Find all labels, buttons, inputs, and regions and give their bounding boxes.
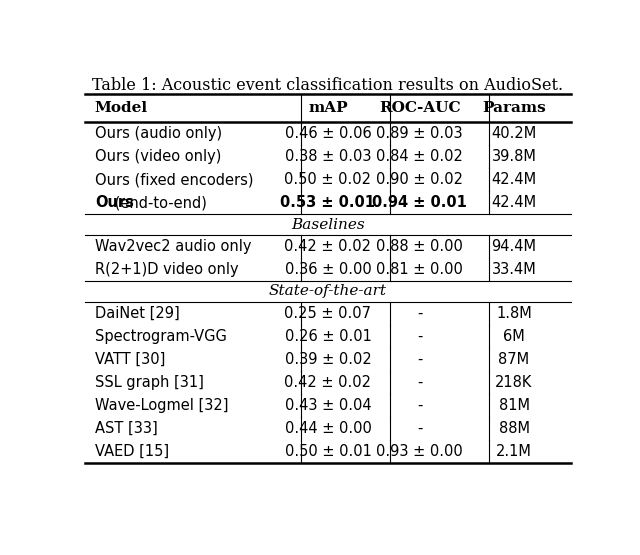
Text: -: -	[417, 352, 422, 367]
Text: 0.81 ± 0.00: 0.81 ± 0.00	[376, 262, 463, 277]
Text: 88M: 88M	[499, 421, 529, 436]
Text: 0.36 ± 0.00: 0.36 ± 0.00	[285, 262, 371, 277]
Text: 0.90 ± 0.02: 0.90 ± 0.02	[376, 173, 463, 188]
Text: SSL graph [31]: SSL graph [31]	[95, 375, 204, 390]
Text: mAP: mAP	[308, 101, 348, 115]
Text: 0.46 ± 0.06: 0.46 ± 0.06	[285, 126, 371, 141]
Text: 0.38 ± 0.03: 0.38 ± 0.03	[285, 149, 371, 164]
Text: VAED [15]: VAED [15]	[95, 444, 169, 459]
Text: Ours (fixed encoders): Ours (fixed encoders)	[95, 173, 253, 188]
Text: 94.4M: 94.4M	[492, 239, 536, 254]
Text: 0.44 ± 0.00: 0.44 ± 0.00	[285, 421, 371, 436]
Text: 0.39 ± 0.02: 0.39 ± 0.02	[285, 352, 371, 367]
Text: 0.50 ± 0.01: 0.50 ± 0.01	[285, 444, 371, 459]
Text: 0.93 ± 0.00: 0.93 ± 0.00	[376, 444, 463, 459]
Text: Model: Model	[95, 101, 148, 115]
Text: -: -	[417, 398, 422, 413]
Text: -: -	[417, 329, 422, 344]
Text: 0.84 ± 0.02: 0.84 ± 0.02	[376, 149, 463, 164]
Text: 0.50 ± 0.02: 0.50 ± 0.02	[285, 173, 371, 188]
Text: 42.4M: 42.4M	[492, 173, 536, 188]
Text: ROC-AUC: ROC-AUC	[379, 101, 461, 115]
Text: Wave-Logmel [32]: Wave-Logmel [32]	[95, 398, 228, 413]
Text: 0.43 ± 0.04: 0.43 ± 0.04	[285, 398, 371, 413]
Text: 2.1M: 2.1M	[496, 444, 532, 459]
Text: 33.4M: 33.4M	[492, 262, 536, 277]
Text: 0.53 ± 0.01: 0.53 ± 0.01	[280, 195, 376, 210]
Text: Ours (video only): Ours (video only)	[95, 149, 221, 164]
Text: 0.26 ± 0.01: 0.26 ± 0.01	[285, 329, 371, 344]
Text: VATT [30]: VATT [30]	[95, 352, 165, 367]
Text: Ours (audio only): Ours (audio only)	[95, 126, 222, 141]
Text: 0.89 ± 0.03: 0.89 ± 0.03	[376, 126, 463, 141]
Text: 0.42 ± 0.02: 0.42 ± 0.02	[285, 375, 371, 390]
Text: -: -	[417, 306, 422, 321]
Text: R(2+1)D video only: R(2+1)D video only	[95, 262, 239, 277]
Text: 81M: 81M	[499, 398, 529, 413]
Text: Table 1: Acoustic event classification results on AudioSet.: Table 1: Acoustic event classification r…	[92, 77, 564, 94]
Text: 0.94 ± 0.01: 0.94 ± 0.01	[372, 195, 467, 210]
Text: -: -	[417, 375, 422, 390]
Text: Spectrogram-VGG: Spectrogram-VGG	[95, 329, 227, 344]
Text: 40.2M: 40.2M	[492, 126, 536, 141]
Text: 1.8M: 1.8M	[496, 306, 532, 321]
Text: 0.25 ± 0.07: 0.25 ± 0.07	[285, 306, 371, 321]
Text: 87M: 87M	[499, 352, 529, 367]
Text: AST [33]: AST [33]	[95, 421, 157, 436]
Text: 218K: 218K	[495, 375, 532, 390]
Text: (end-to-end): (end-to-end)	[110, 195, 207, 210]
Text: Wav2vec2 audio only: Wav2vec2 audio only	[95, 239, 252, 254]
Text: Ours: Ours	[95, 195, 134, 210]
Text: Baselines: Baselines	[291, 218, 365, 232]
Text: 39.8M: 39.8M	[492, 149, 536, 164]
Text: 42.4M: 42.4M	[492, 195, 536, 210]
Text: 6M: 6M	[503, 329, 525, 344]
Text: 0.42 ± 0.02: 0.42 ± 0.02	[285, 239, 371, 254]
Text: 0.88 ± 0.00: 0.88 ± 0.00	[376, 239, 463, 254]
Text: DaiNet [29]: DaiNet [29]	[95, 306, 180, 321]
Text: Params: Params	[482, 101, 546, 115]
Text: -: -	[417, 421, 422, 436]
Text: State-of-the-art: State-of-the-art	[269, 284, 387, 299]
